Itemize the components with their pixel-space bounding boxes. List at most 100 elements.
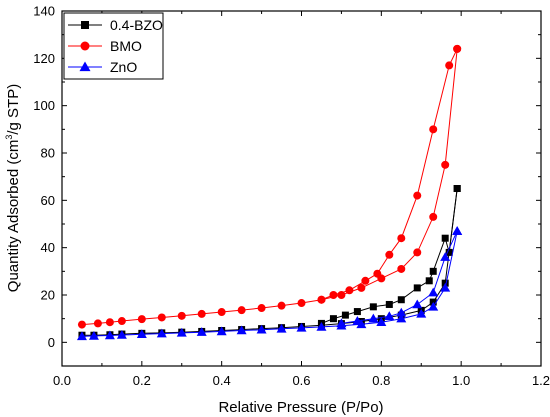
y-tick-label: 120 [33, 51, 55, 66]
data-point-square [81, 21, 89, 29]
x-tick-label: 0.2 [133, 373, 151, 388]
data-point-triangle [156, 328, 167, 338]
data-point-circle [317, 295, 326, 304]
data-point-circle [297, 299, 306, 308]
adsorption-line [81, 230, 458, 337]
data-point-circle [277, 301, 286, 310]
y-tick-label: 40 [41, 240, 55, 255]
adsorption-line [81, 48, 458, 326]
x-tick-label: 0.4 [213, 373, 231, 388]
legend-label: 0.4-BZO [110, 17, 163, 33]
data-point-circle [177, 311, 186, 320]
data-point-triangle [76, 331, 87, 341]
data-point-circle [413, 191, 422, 200]
axis-ticks: 0.0 0.2 0.4 0.6 0.8 1.0 1.2 0 20 40 60 80 100 120 140 [33, 4, 550, 389]
data-point-circle [237, 306, 246, 315]
data-point-circle [429, 125, 438, 134]
data-point-circle [137, 315, 146, 324]
data-point-square [329, 315, 337, 323]
y-tick-label: 80 [41, 146, 55, 161]
data-point-circle [157, 313, 166, 322]
adsorption-line [82, 188, 458, 336]
data-point-circle [413, 248, 422, 257]
data-point-square [429, 267, 437, 275]
y-axis-title-part2: /g STP) [5, 84, 22, 135]
data-point-circle [329, 291, 338, 299]
data-point-square [353, 308, 361, 316]
data-point-circle [77, 320, 86, 329]
data-point-circle [385, 250, 394, 259]
x-tick-label: 0.8 [372, 373, 390, 388]
data-point-triangle [176, 327, 187, 337]
data-point-circle [217, 308, 226, 317]
y-tick-label: 140 [33, 4, 55, 19]
data-point-square [413, 284, 421, 292]
legend: 0.4-BZO BMO ZnO [63, 12, 164, 80]
data-point-triangle [396, 307, 407, 317]
data-point-circle [345, 286, 354, 295]
data-point-circle [105, 318, 114, 327]
data-point-square [425, 277, 433, 285]
legend-label: BMO [110, 38, 142, 54]
data-point-triangle [396, 313, 407, 323]
series-bmo [77, 44, 462, 329]
data-point-triangle [216, 326, 227, 336]
data-point-square [445, 248, 453, 256]
data-point-triangle [452, 226, 463, 235]
data-point-triangle [428, 287, 439, 297]
y-axis-title-part1: Quantity Adsorbed (cm [5, 140, 22, 293]
data-point-triangle [316, 321, 327, 331]
data-point-triangle [352, 316, 363, 325]
data-point-triangle [79, 61, 91, 72]
data-point-triangle [428, 301, 439, 311]
x-tick-label: 1.0 [452, 373, 470, 388]
data-point-triangle [116, 329, 127, 339]
data-point-circle [397, 234, 406, 243]
data-point-circle [80, 41, 90, 51]
data-point-triangle [256, 324, 267, 334]
data-point-circle [397, 264, 406, 273]
y-tick-label: 20 [41, 288, 55, 303]
data-point-triangle [440, 252, 451, 261]
data-point-triangle [412, 299, 423, 309]
data-point-circle [453, 44, 462, 53]
data-point-square [453, 185, 461, 192]
data-point-square [341, 311, 349, 319]
legend-entries: 0.4-BZO BMO ZnO [68, 17, 163, 75]
y-tick-label: 100 [33, 98, 55, 113]
data-point-square [385, 300, 393, 308]
data-point-triangle [236, 325, 247, 335]
data-point-triangle [88, 330, 99, 340]
data-point-circle [197, 309, 206, 318]
legend-label: ZnO [110, 59, 137, 75]
x-axis-title: Relative Pressure (P/Po) [218, 399, 383, 416]
series-layer [76, 44, 463, 341]
data-point-triangle [196, 327, 207, 336]
data-point-triangle [296, 322, 307, 332]
data-point-square [397, 296, 405, 304]
data-point-circle [429, 212, 438, 221]
data-point-square [369, 303, 377, 311]
data-point-circle [445, 61, 454, 70]
x-tick-label: 0.6 [292, 373, 310, 388]
data-point-triangle [416, 308, 427, 318]
data-point-circle [441, 160, 450, 169]
x-tick-label: 1.2 [532, 373, 550, 388]
data-point-circle [93, 319, 102, 328]
y-tick-label: 0 [48, 335, 55, 350]
data-point-triangle [384, 311, 395, 321]
data-point-circle [357, 283, 366, 292]
data-point-circle [373, 269, 382, 278]
data-point-circle [117, 317, 126, 326]
data-point-circle [361, 276, 370, 285]
data-point-triangle [104, 330, 115, 340]
y-axis-title-superscript: 3 [4, 135, 14, 140]
data-point-triangle [276, 323, 287, 333]
x-tick-label: 0.0 [53, 373, 71, 388]
data-point-triangle [136, 329, 147, 339]
series-zno [76, 226, 463, 341]
data-point-circle [257, 304, 266, 313]
y-axis-title: Quantity Adsorbed (cm3/g STP) [4, 84, 22, 292]
data-point-square [441, 234, 449, 242]
